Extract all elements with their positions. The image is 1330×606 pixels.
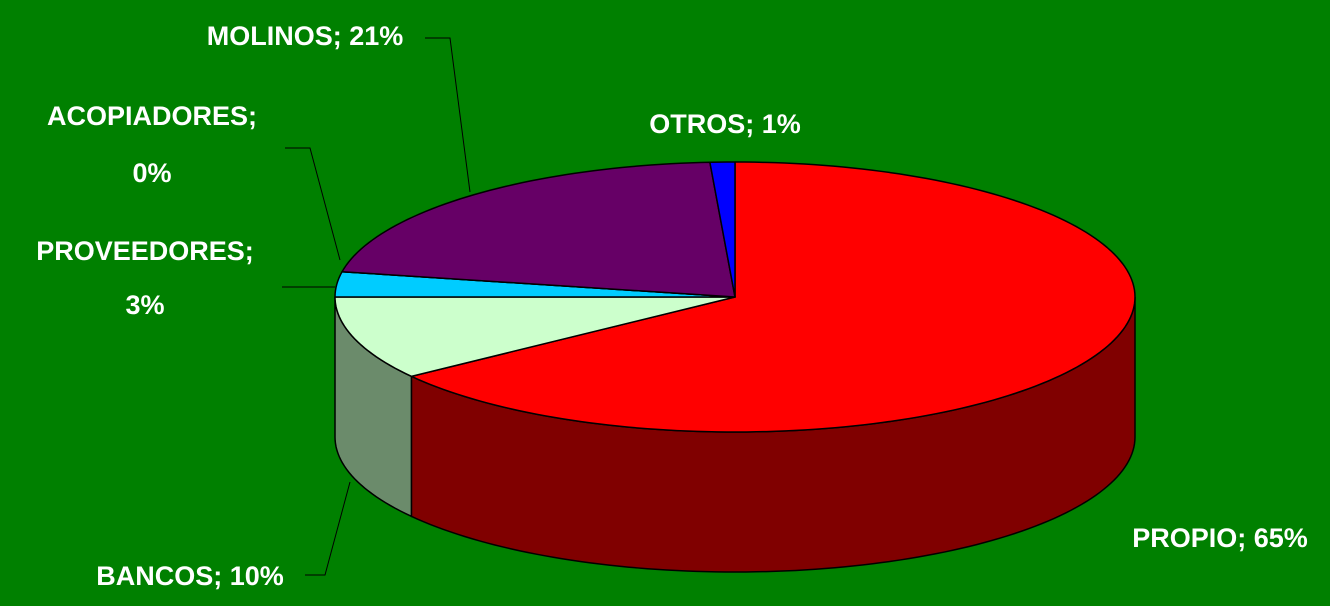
leader-line — [285, 147, 341, 261]
data-label: 0% — [132, 158, 171, 188]
data-label: BANCOS; 10% — [96, 561, 284, 591]
data-label: MOLINOS; 21% — [207, 21, 404, 51]
slice — [709, 161, 736, 298]
slice — [341, 161, 736, 298]
data-label: 3% — [125, 290, 164, 320]
leader-line — [425, 37, 471, 193]
data-label: PROPIO; 65% — [1132, 523, 1308, 553]
slice — [334, 296, 736, 378]
data-label: PROVEEDORES; — [36, 236, 254, 266]
data-label: OTROS; 1% — [649, 109, 801, 139]
leader-line — [305, 481, 351, 576]
data-label: ACOPIADORES; — [47, 101, 257, 131]
slice — [410, 161, 1136, 433]
